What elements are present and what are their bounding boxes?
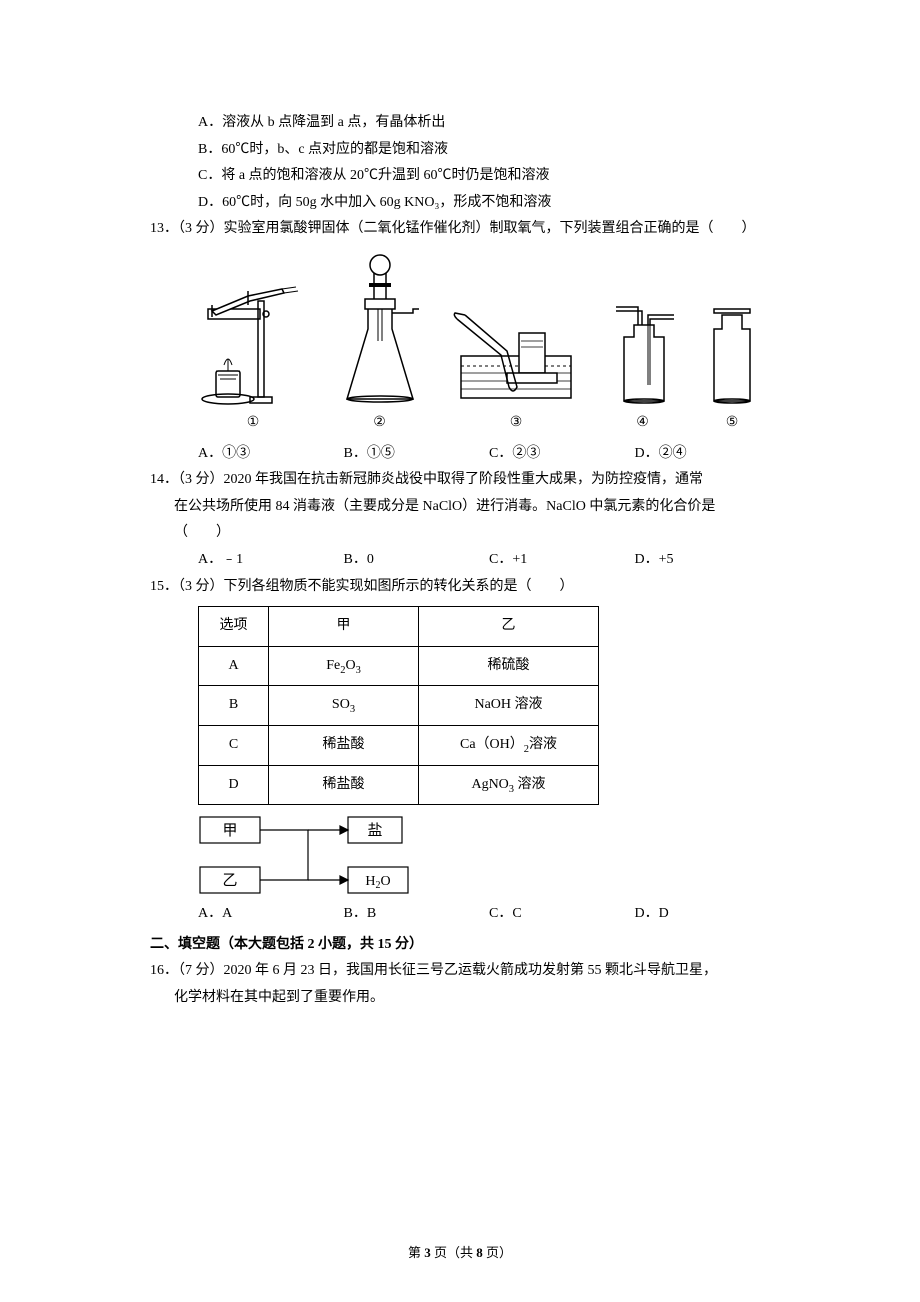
apparatus-1-icon [198,261,308,406]
fig2-label: ② [373,410,386,437]
q15-th-1: 甲 [269,607,419,647]
q15-opt-c: C．C [489,901,635,928]
q15-opt-a: A．A [198,901,344,928]
q12-opt-d: D．60℃时，向 50g 水中加入 60g KNO₃，形成不饱和溶液 [157,190,780,217]
q14-opt-c: C．+1 [489,547,635,574]
q14-opt-a: A．﹣1 [198,547,344,574]
q14-stem-l1: 14．（3 分）2020 年我国在抗击新冠肺炎战役中取得了阶段性重大成果，为防控… [150,467,780,494]
q13-opt-d: D．②④ [635,441,781,468]
q13-opt-a: A．①③ [198,441,344,468]
fig1-label: ① [247,410,260,437]
q15-table: 选项 甲 乙 A Fe2O3 稀硫酸 B SO3 NaOH 溶液 C 稀盐酸 C… [198,606,599,805]
q15-r0c0: A [199,646,269,686]
q15-r2c1: 稀盐酸 [269,725,419,765]
q15-r2c2: Ca（OH）2溶液 [419,725,599,765]
q15-opt-d: D．D [635,901,781,928]
q16-stem-l1: 16．（7 分）2020 年 6 月 23 日，我国用长征三号乙运载火箭成功发射… [150,958,780,985]
q15-r3c2: AgNO3 溶液 [419,765,599,805]
q15-th-0: 选项 [199,607,269,647]
diagram-jia: 甲 [222,823,237,839]
q15-diagram: 甲 乙 盐 H2O [198,811,780,901]
q13-opt-b: B．①⑤ [344,441,490,468]
q15-r3c1: 稀盐酸 [269,765,419,805]
q14-opt-b: B．0 [344,547,490,574]
q13-figures: ① ② [150,251,780,437]
diagram-yi: 乙 [222,873,237,889]
q14-stem-l2: 在公共场所使用 84 消毒液（主要成分是 NaClO）进行消毒。NaClO 中氯… [150,494,780,521]
q12-opt-a: A．溶液从 b 点降温到 a 点，有晶体析出 [157,110,780,137]
page-footer: 第 3 页（共 8 页） [0,1241,920,1266]
apparatus-3-icon [451,311,581,406]
q16-stem-l2: 化学材料在其中起到了重要作用。 [150,985,780,1012]
diagram-yan: 盐 [367,822,382,839]
q13-options: A．①③ B．①⑤ C．②③ D．②④ [150,441,780,468]
q12-opt-b: B．60℃时，b、c 点对应的都是饱和溶液 [157,137,780,164]
q15-r0c2: 稀硫酸 [419,646,599,686]
apparatus-2-icon [335,251,425,406]
apparatus-5-icon [704,301,760,406]
fig3-label: ③ [510,410,523,437]
q15-r3c0: D [199,765,269,805]
q14-stem-l3: （ ） [150,520,780,547]
q15-r1c2: NaOH 溶液 [419,686,599,726]
q15-options: A．A B．B C．C D．D [150,901,780,928]
q15-stem: 15．（3 分）下列各组物质不能实现如图所示的转化关系的是（ ） [150,574,780,601]
q15-r0c1: Fe2O3 [269,646,419,686]
q14-opt-d: D．+5 [635,547,781,574]
section2-title: 二、填空题（本大题包括 2 小题，共 15 分） [150,932,780,959]
q15-r1c1: SO3 [269,686,419,726]
q15-r1c0: B [199,686,269,726]
fig4-label: ④ [636,410,649,437]
q15-th-2: 乙 [419,607,599,647]
q13-opt-c: C．②③ [489,441,635,468]
apparatus-4-icon [608,301,678,406]
q13-stem: 13．（3 分）实验室用氯酸钾固体（二氧化锰作催化剂）制取氧气，下列装置组合正确… [150,216,780,243]
q14-options: A．﹣1 B．0 C．+1 D．+5 [150,547,780,574]
fig5-label: ⑤ [726,410,739,437]
q15-r2c0: C [199,725,269,765]
q15-opt-b: B．B [344,901,490,928]
q12-opt-c: C．将 a 点的饱和溶液从 20℃升温到 60℃时仍是饱和溶液 [157,163,780,190]
